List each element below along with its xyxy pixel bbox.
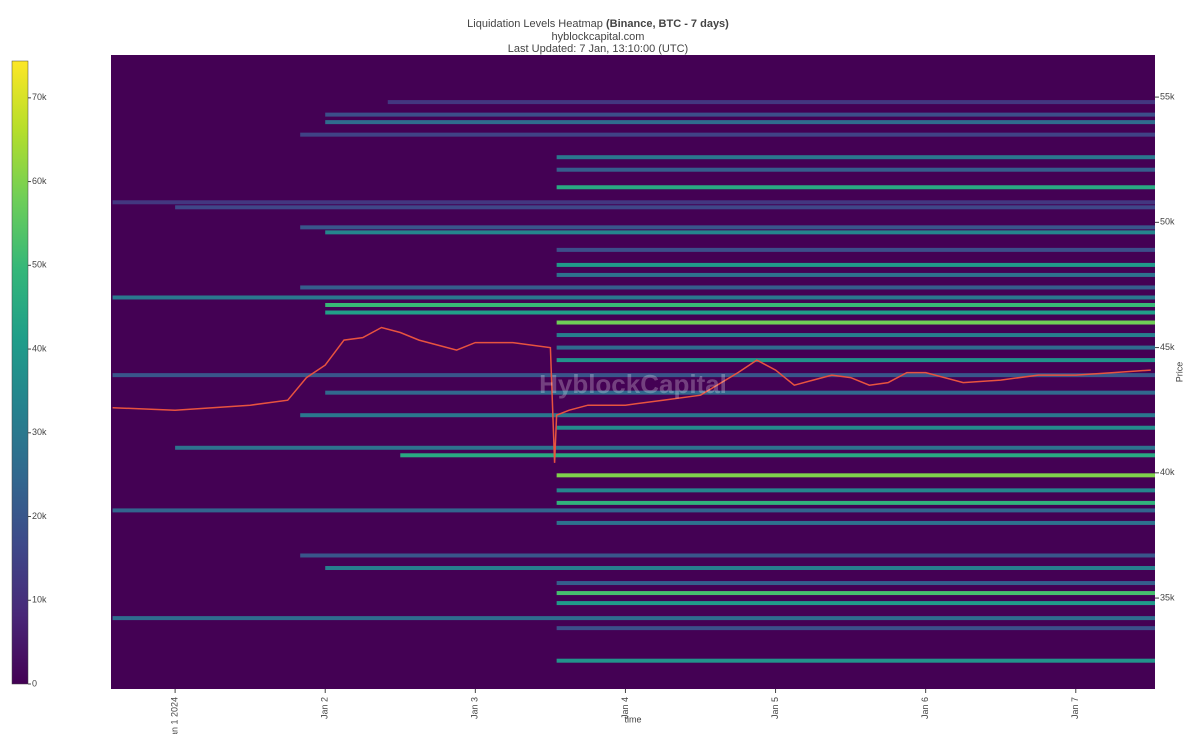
colorbar-tick-label: 70k bbox=[32, 92, 47, 102]
y-tick-label: 50k bbox=[1160, 217, 1175, 227]
plot-area bbox=[111, 55, 1156, 689]
colorbar-tick-label: 10k bbox=[32, 595, 47, 605]
liquidation-level bbox=[325, 566, 1155, 571]
y-axis-label: Price bbox=[1174, 362, 1184, 383]
colorbar-tick-label: 40k bbox=[32, 343, 47, 353]
liquidation-level bbox=[325, 310, 1155, 315]
x-tick-label: Jan 3 bbox=[470, 697, 480, 719]
liquidation-level bbox=[556, 581, 1155, 586]
colorbar-tick-label: 50k bbox=[32, 260, 47, 270]
chart-title: Liquidation Levels Heatmap (Binance, BTC… bbox=[467, 18, 729, 30]
y-tick-label: 45k bbox=[1160, 342, 1175, 352]
liquidation-level bbox=[175, 205, 1155, 210]
colorbar-tick-label: 0 bbox=[32, 678, 37, 688]
liquidation-level bbox=[300, 413, 1155, 418]
x-tick-label: Jan 4 bbox=[620, 697, 630, 719]
x-tick-label: Jan 2 bbox=[320, 697, 330, 719]
liquidation-level bbox=[325, 120, 1155, 125]
liquidation-level bbox=[556, 488, 1155, 493]
liquidation-level bbox=[556, 262, 1155, 267]
colorbar-tick-label: 30k bbox=[32, 427, 47, 437]
liquidation-level bbox=[556, 425, 1155, 430]
liquidation-level bbox=[300, 285, 1155, 290]
liquidation-level bbox=[556, 167, 1155, 172]
liquidation-level bbox=[556, 185, 1155, 190]
x-tick-label: Jan 6 bbox=[920, 697, 930, 719]
liquidation-level bbox=[556, 155, 1155, 160]
liquidation-level bbox=[556, 247, 1155, 252]
liquidation-level bbox=[300, 553, 1155, 558]
liquidation-level bbox=[112, 295, 1156, 300]
liquidation-level bbox=[112, 200, 1156, 205]
colorbar-tick-label: 60k bbox=[32, 176, 47, 186]
liquidation-level bbox=[387, 100, 1155, 105]
liquidation-level bbox=[112, 508, 1156, 513]
liquidation-level bbox=[556, 320, 1155, 325]
title-bold: (Binance, BTC - 7 days) bbox=[606, 18, 729, 30]
x-tick-label: Jan 1 2024 bbox=[169, 697, 179, 734]
liquidation-level bbox=[556, 626, 1155, 631]
liquidation-level bbox=[175, 445, 1155, 450]
price-line bbox=[112, 326, 1151, 463]
x-tick-label: Jan 5 bbox=[770, 697, 780, 719]
liquidation-level bbox=[300, 225, 1155, 230]
y-tick-label: 40k bbox=[1160, 467, 1175, 477]
subtitle: hyblockcapital.com bbox=[552, 31, 645, 43]
liquidation-level bbox=[325, 302, 1155, 307]
title-text: Liquidation Levels Heatmap bbox=[467, 18, 603, 30]
liquidation-level bbox=[556, 520, 1155, 525]
colorbar bbox=[11, 60, 29, 685]
liquidation-level bbox=[556, 333, 1155, 338]
liquidation-level bbox=[556, 358, 1155, 363]
liquidation-level bbox=[400, 453, 1155, 458]
liquidation-level bbox=[556, 658, 1155, 663]
liquidation-level bbox=[325, 390, 1155, 395]
liquidation-level bbox=[556, 500, 1155, 505]
x-tick-label: Jan 7 bbox=[1070, 697, 1080, 719]
liquidation-level bbox=[556, 345, 1155, 350]
liquidation-level bbox=[556, 601, 1155, 606]
liquidation-level bbox=[556, 272, 1155, 277]
liquidation-level bbox=[325, 230, 1155, 235]
liquidation-level bbox=[112, 373, 1156, 378]
watermark: HyblockCapital bbox=[539, 369, 727, 399]
liquidation-level bbox=[300, 132, 1155, 137]
colorbar-tick-label: 20k bbox=[32, 511, 47, 521]
liquidation-level bbox=[556, 591, 1155, 596]
liquidation-level bbox=[325, 112, 1155, 117]
last-updated: Last Updated: 7 Jan, 13:10:00 (UTC) bbox=[508, 43, 688, 55]
x-axis-label: time bbox=[624, 714, 641, 724]
liquidation-level bbox=[112, 616, 1156, 621]
y-tick-label: 55k bbox=[1160, 91, 1175, 101]
y-tick-label: 35k bbox=[1160, 592, 1175, 602]
liquidation-level bbox=[556, 473, 1155, 478]
